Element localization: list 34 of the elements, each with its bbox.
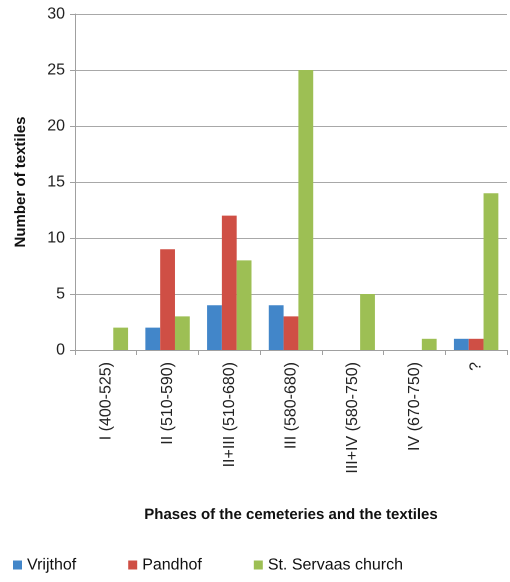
y-tick-label: 25	[47, 62, 66, 78]
bar	[174, 316, 190, 350]
bar	[360, 294, 375, 350]
bar	[113, 328, 128, 350]
bar	[284, 316, 298, 350]
bar	[422, 338, 437, 350]
bar	[236, 260, 252, 350]
x-tick-label: I (400-525)	[97, 362, 114, 440]
bar	[468, 338, 484, 350]
y-tick-label: 0	[56, 342, 66, 358]
y-tick-label: 10	[47, 230, 66, 246]
y-tick-label: 20	[47, 118, 66, 134]
y-tick-label: 15	[47, 174, 66, 190]
x-tick-label: III (580-680)	[282, 362, 300, 450]
bar	[268, 305, 284, 350]
bar	[222, 216, 237, 350]
y-tick-label: 5	[56, 286, 66, 302]
x-tick-label: IV (670-750)	[406, 362, 423, 451]
y-tick-label: 30	[47, 6, 66, 22]
bar	[145, 328, 160, 350]
legend-label: St. Servaas church	[268, 556, 403, 574]
y-axis-title: Number of textiles	[12, 116, 29, 248]
x-tick-label: III+IV (580-750)	[344, 362, 362, 474]
bar	[454, 338, 469, 350]
legend-label: Pandhof	[142, 556, 202, 574]
x-tick-label: II+III (510-680)	[220, 362, 238, 468]
legend-label: Vrijthof	[27, 556, 77, 574]
bar	[484, 193, 498, 350]
bar	[160, 249, 175, 350]
bar	[298, 70, 314, 350]
x-axis-title: Phases of the cemeteries and the textiles	[144, 506, 438, 523]
x-tick-label: II (510-590)	[159, 362, 176, 445]
x-tick-label: ?	[468, 362, 485, 371]
bar	[207, 305, 222, 350]
